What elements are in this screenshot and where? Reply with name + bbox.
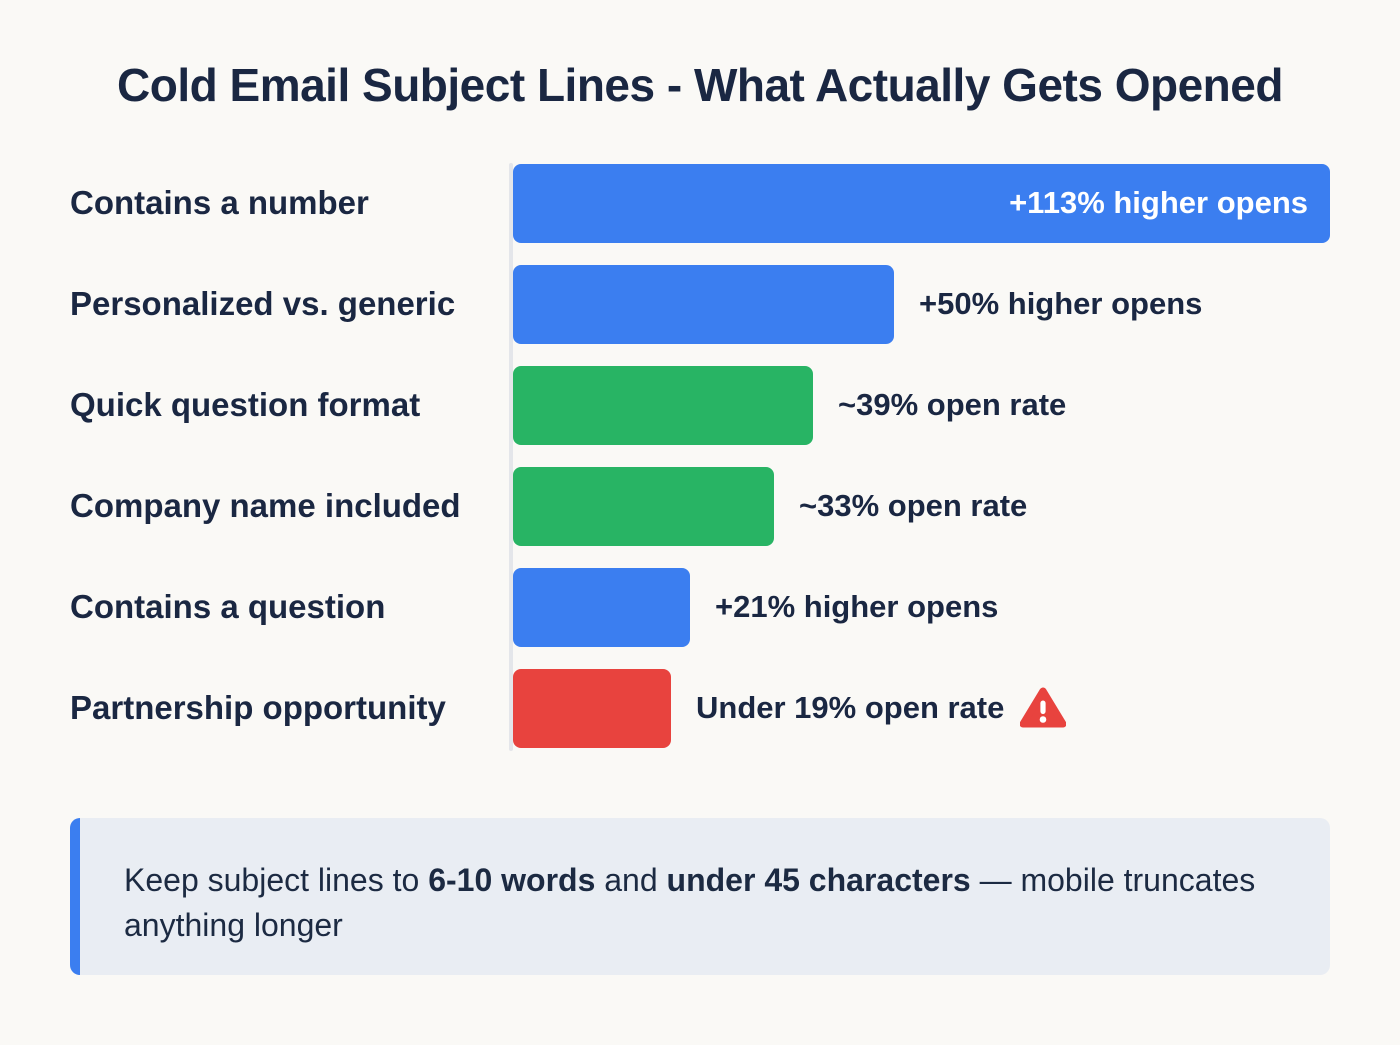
callout-note: Keep subject lines to 6-10 words and und… xyxy=(70,818,1330,975)
bar: +113% higher opens xyxy=(513,163,1330,243)
value-label: +113% higher opens xyxy=(1009,185,1308,220)
callout-emphasis: 6-10 words xyxy=(428,862,596,898)
bar xyxy=(513,264,894,344)
bar-area: +21% higher opens xyxy=(513,567,998,647)
chart-row-2: Personalized vs. generic +50% higher ope… xyxy=(0,264,1400,344)
warning-triangle-icon xyxy=(1020,687,1067,729)
chart-row-5: Contains a question +21% higher opens xyxy=(0,567,1400,647)
callout-fragment: Keep subject lines to xyxy=(124,862,429,898)
value-label: +50% higher opens xyxy=(919,286,1203,321)
bar-area: +113% higher opens xyxy=(513,163,1330,243)
callout-text: Keep subject lines to 6-10 words and und… xyxy=(70,818,1330,948)
value-label: ~39% open rate xyxy=(838,387,1067,422)
callout-accent-bar xyxy=(70,818,80,975)
chart-row-3: Quick question format ~39% open rate xyxy=(0,365,1400,445)
category-label: Quick question format xyxy=(70,386,421,423)
bar xyxy=(513,668,671,748)
bar-area: Under 19% open rate xyxy=(513,668,1067,748)
axis-line xyxy=(509,163,513,751)
page-title: Cold Email Subject Lines - What Actually… xyxy=(117,59,1283,111)
bar-chart: Contains a number +113% higher opens Per… xyxy=(0,163,1400,773)
category-label: Personalized vs. generic xyxy=(70,285,456,322)
chart-row-1: Contains a number +113% higher opens xyxy=(0,163,1400,243)
value-label: ~33% open rate xyxy=(799,488,1028,523)
callout-fragment: — mobile truncates anything longer xyxy=(124,862,1256,943)
callout-fragment: and xyxy=(595,862,667,898)
chart-rows: Contains a number +113% higher opens Per… xyxy=(0,163,1400,748)
bar-area: ~39% open rate xyxy=(513,365,1066,445)
category-label: Partnership opportunity xyxy=(70,689,446,726)
bar xyxy=(513,466,774,546)
chart-row-4: Company name included ~33% open rate xyxy=(0,466,1400,546)
callout-emphasis: under 45 characters xyxy=(666,862,971,898)
category-label: Company name included xyxy=(70,487,461,524)
value-label: Under 19% open rate xyxy=(696,690,1005,725)
bar-area: ~33% open rate xyxy=(513,466,1027,546)
bar xyxy=(513,365,813,445)
category-label: Contains a number xyxy=(70,184,369,221)
chart-row-6: Partnership opportunity Under 19% open r… xyxy=(0,668,1400,748)
bar-area: +50% higher opens xyxy=(513,264,1202,344)
bar xyxy=(513,567,690,647)
category-label: Contains a question xyxy=(70,588,386,625)
value-label: +21% higher opens xyxy=(715,589,999,624)
